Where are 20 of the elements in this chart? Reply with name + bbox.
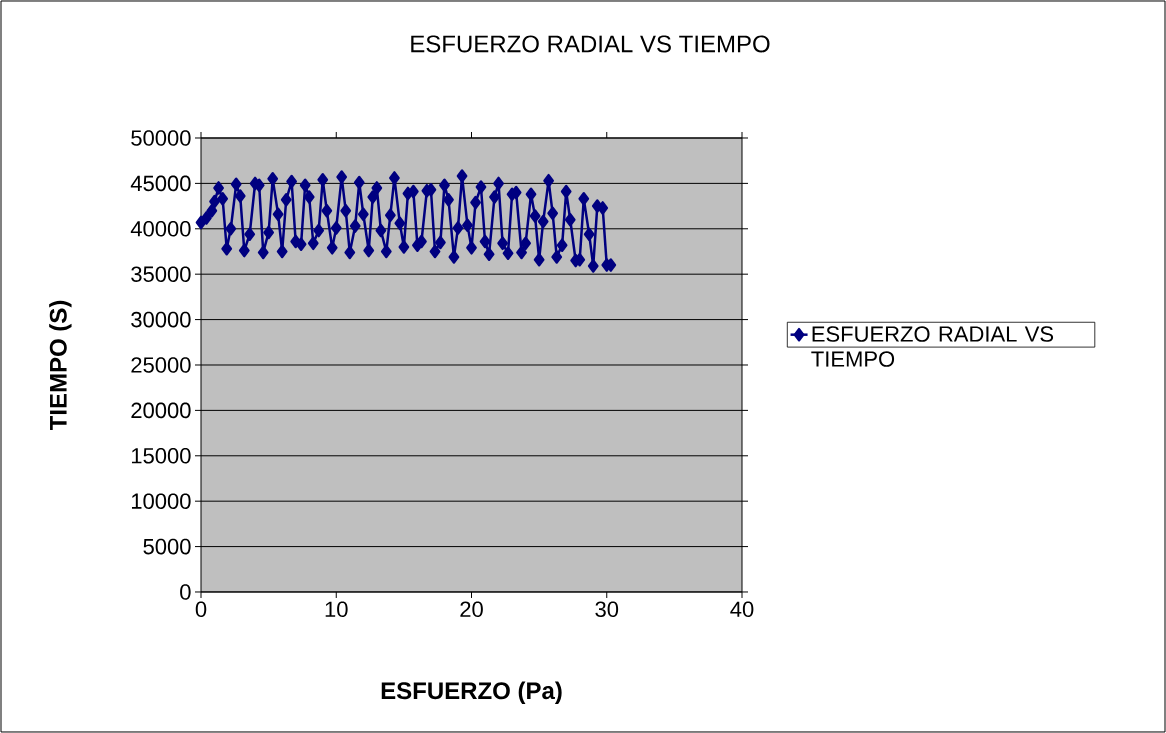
y-axis-title: TIEMPO (S) <box>49 300 72 431</box>
legend-label: ESFUERZO RADIAL VS TIEMPO <box>811 326 1054 367</box>
y-tick-label: 40000 <box>130 221 191 237</box>
y-tick-label: 15000 <box>131 448 191 464</box>
x-tick-label: 30 <box>595 601 619 618</box>
y-tick-label: 25000 <box>131 357 191 373</box>
y-tick-label: 50000 <box>131 130 191 146</box>
y-tick-label: 45000 <box>130 175 191 192</box>
y-tick-label: 10000 <box>131 493 191 509</box>
chart-title: ESFUERZO RADIAL VS TIEMPO <box>411 35 770 53</box>
y-tick-label: 5000 <box>143 538 191 555</box>
x-tick-label: 20 <box>460 601 483 618</box>
x-tick-label: 40 <box>730 601 754 618</box>
y-tick-label: 35000 <box>131 266 191 282</box>
y-tick-label: 0 <box>180 584 191 600</box>
x-axis-title: ESFUERZO (Pa) <box>381 681 562 704</box>
y-tick-label: 30000 <box>131 311 191 328</box>
y-tick-label: 20000 <box>131 402 191 419</box>
x-tick-label: 10 <box>325 601 348 618</box>
x-tick-label: 0 <box>195 601 207 618</box>
